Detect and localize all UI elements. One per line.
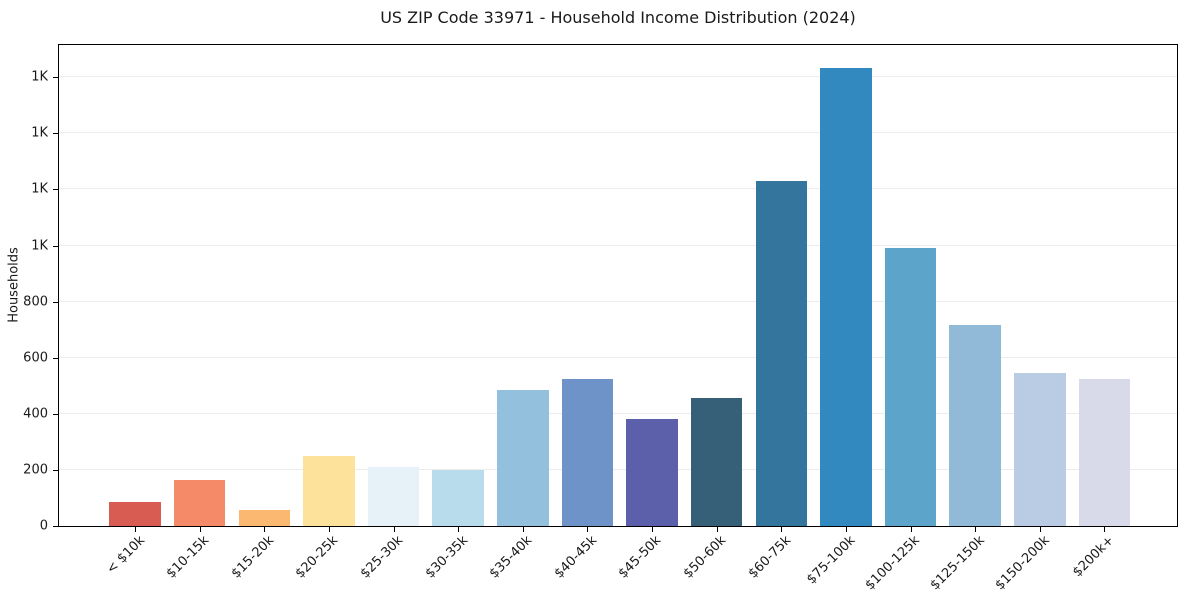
x-tick-mark [587, 527, 589, 532]
x-tick-label: $40-45k [551, 533, 601, 582]
x-tick-label: $200k+ [1070, 533, 1118, 581]
x-tick-mark [199, 527, 201, 532]
x-tick-mark [1039, 527, 1041, 532]
y-tick-label: 800 [23, 294, 48, 310]
x-tick-label: $25-30k [357, 533, 407, 582]
x-tick-label: $60-75k [745, 533, 794, 582]
y-tick-label: 1K [31, 125, 48, 141]
x-tick-label: $30-35k [422, 533, 471, 582]
y-tick-label: 200 [23, 462, 48, 478]
y-tick-label: 400 [23, 406, 48, 422]
y-tick-mark [53, 301, 58, 303]
y-tick-label: 1K [31, 181, 48, 197]
y-tick-mark [53, 357, 58, 359]
x-tick-mark [522, 527, 524, 532]
y-tick-label: 600 [23, 350, 48, 366]
y-axis-tick-labels: 0 200 400 600 800 1K 1K 1K 1K [0, 45, 48, 533]
y-tick-mark [53, 133, 58, 135]
y-tick-mark [53, 413, 58, 415]
bar-$20-25k [303, 455, 355, 526]
plot-area [58, 44, 1178, 527]
gridline [59, 188, 1177, 190]
y-tick-label: 1K [31, 238, 48, 254]
bar-$15-20k [238, 509, 290, 526]
x-tick-mark [975, 527, 977, 532]
gridline [59, 300, 1177, 302]
y-tick-mark [53, 189, 58, 191]
x-tick-mark [135, 527, 136, 532]
x-tick-mark [328, 527, 330, 532]
gridline [59, 132, 1177, 134]
bar-$125-150k [949, 324, 1001, 526]
bar-$75-100k [820, 68, 872, 526]
bar-$40-45k [561, 378, 614, 526]
x-tick-label: $10-15k [163, 533, 213, 582]
bar-$10-15k [173, 479, 226, 526]
gridline [59, 244, 1177, 246]
y-tick-label: 1K [31, 69, 48, 85]
gridline [59, 468, 1177, 470]
y-tick-label: 0 [39, 518, 48, 534]
chart-title: US ZIP Code 33971 - Household Income Dis… [380, 8, 856, 27]
x-tick-mark [781, 527, 783, 532]
x-tick-label: $35-40k [486, 533, 536, 582]
x-tick-mark [716, 527, 718, 532]
x-tick-mark [458, 527, 460, 532]
x-tick-label: $20-25k [293, 533, 342, 582]
bar-$150-200k [1014, 373, 1066, 526]
x-tick-label: $150-200k [992, 533, 1053, 590]
gridline [59, 412, 1177, 414]
x-axis-tick-labels: < $10k $10-15k $15-20k $20-25k $25-30k $30-35… [58, 533, 1178, 590]
x-tick-label: $45-50k [616, 533, 665, 582]
bar-$200k+ [1078, 379, 1131, 526]
gridline [59, 356, 1177, 358]
y-tick-mark [53, 245, 58, 247]
y-tick-mark [53, 526, 58, 527]
x-tick-mark [264, 527, 266, 532]
bar-$60-75k [755, 181, 808, 526]
bar-$45-50k [626, 418, 678, 526]
x-tick-label: $125-150k [927, 533, 988, 590]
y-tick-mark [53, 77, 58, 79]
bar-$30-35k [432, 469, 484, 526]
bar-$25-30k [367, 466, 420, 526]
x-tick-mark [652, 527, 654, 532]
bar-$100-125k [884, 248, 937, 526]
gridline [59, 76, 1177, 78]
x-tick-label: $75-100k [804, 533, 859, 588]
x-tick-label: $100-125k [862, 533, 924, 590]
bar-$35-40k [497, 389, 549, 526]
y-tick-mark [53, 469, 58, 471]
x-tick-mark [845, 527, 847, 532]
x-tick-mark [393, 527, 395, 532]
x-tick-label: < $10k [103, 533, 148, 578]
x-tick-mark [910, 527, 912, 532]
bar-< $10k [109, 501, 161, 526]
x-tick-mark [1104, 527, 1106, 532]
x-tick-label: $15-20k [228, 533, 277, 582]
bar-$50-60k [690, 398, 743, 526]
x-tick-label: $50-60k [680, 533, 730, 582]
